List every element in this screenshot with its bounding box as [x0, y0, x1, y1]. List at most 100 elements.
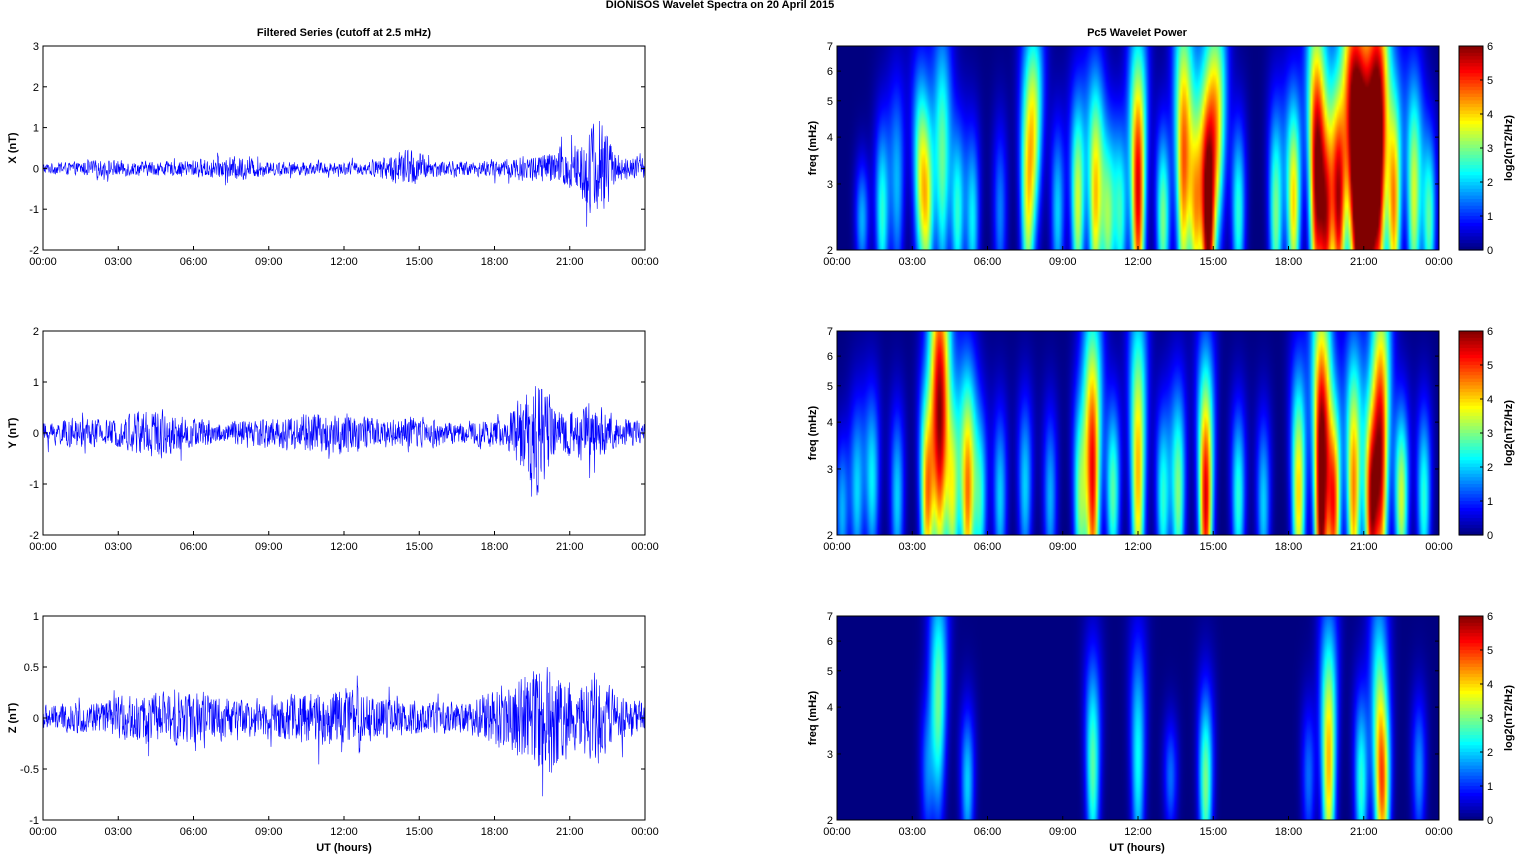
- line-xtick-label: 00:00: [631, 826, 659, 838]
- colorbar-swatch: [1459, 137, 1483, 142]
- colorbar-swatch: [1459, 52, 1483, 57]
- colorbar-swatch: [1459, 504, 1483, 509]
- heatmap-xtick-label: 09:00: [1049, 826, 1077, 838]
- line-xtick-label: 18:00: [481, 256, 509, 268]
- colorbar-swatch: [1459, 796, 1483, 801]
- colorbar-swatch: [1459, 368, 1483, 373]
- colorbar-swatch: [1459, 131, 1483, 135]
- colorbar-swatch: [1459, 792, 1483, 797]
- line-xtick-label: 09:00: [255, 541, 283, 553]
- heatmap-xtick-label: 18:00: [1275, 256, 1303, 268]
- heatmap-xtick-label: 12:00: [1124, 256, 1152, 268]
- freq-ylabel: freq (mHz): [807, 690, 819, 745]
- ytick-label: -1: [29, 204, 39, 216]
- colorbar-swatch: [1459, 711, 1483, 716]
- colorbar-swatch: [1459, 656, 1483, 661]
- colorbar-tick-label: 3: [1487, 713, 1493, 725]
- colorbar-swatch: [1459, 660, 1483, 665]
- colorbar-swatch: [1459, 813, 1483, 818]
- colorbar-tick-label: 1: [1487, 781, 1493, 793]
- ylabel-y: Y (nT): [7, 417, 19, 448]
- colorbar-swatch: [1459, 497, 1483, 502]
- line-xtick-label: 00:00: [631, 541, 659, 553]
- heatmap-xtick-label: 15:00: [1199, 256, 1227, 268]
- colorbar-swatch: [1459, 110, 1483, 115]
- colorbar-swatch: [1459, 412, 1483, 417]
- freq-tick-label: 5: [827, 96, 833, 108]
- colorbar-swatch: [1459, 148, 1483, 152]
- colorbar-swatch: [1459, 73, 1483, 78]
- colorbar-swatch: [1459, 378, 1483, 383]
- colorbar-swatch: [1459, 721, 1483, 726]
- colorbar-tick-label: 1: [1487, 211, 1493, 223]
- colorbar-swatch: [1459, 786, 1483, 790]
- freq-tick-label: 6: [827, 351, 833, 363]
- colorbar-swatch: [1459, 188, 1483, 193]
- colorbar-swatch: [1459, 334, 1483, 339]
- colorbar-swatch: [1459, 100, 1483, 105]
- colorbar-swatch: [1459, 484, 1483, 488]
- heatmap-xtick-label: 12:00: [1124, 541, 1152, 553]
- colorbar-swatch: [1459, 341, 1483, 346]
- colorbar-swatch: [1459, 629, 1483, 634]
- ytick-label: 0: [33, 163, 39, 175]
- ytick-label: 1: [33, 123, 39, 135]
- colorbar: 6 5 4 3 2 1 0 log2(nT2/Hz): [1458, 41, 1515, 257]
- colorbar-swatch: [1459, 371, 1483, 376]
- colorbar-swatch: [1459, 165, 1483, 169]
- colorbar-swatch: [1459, 236, 1483, 241]
- heatmap-xtick-label: 18:00: [1275, 826, 1303, 838]
- colorbar-swatch: [1459, 443, 1483, 448]
- colorbar-swatch: [1459, 799, 1483, 804]
- ytick-label: 1: [33, 377, 39, 389]
- ytick-label: 0.5: [24, 662, 39, 674]
- line-xtick-label: 09:00: [255, 256, 283, 268]
- colorbar-swatch: [1459, 178, 1483, 183]
- colorbar-swatch: [1459, 426, 1483, 431]
- wavelet-power-x: [837, 46, 1439, 250]
- colorbar-swatch: [1459, 480, 1483, 485]
- colorbar-swatch: [1459, 209, 1483, 214]
- heatmap-xtick-label: 15:00: [1199, 541, 1227, 553]
- line-plot-area: [43, 46, 645, 250]
- ylabel-z: Z (nT): [7, 702, 19, 733]
- colorbar-swatch: [1459, 385, 1483, 390]
- colorbar-swatch: [1459, 816, 1483, 821]
- line-xtick-label: 15:00: [405, 826, 433, 838]
- ytick-label: -1: [29, 815, 39, 827]
- colorbar-swatch: [1459, 473, 1483, 478]
- colorbar-swatch: [1459, 243, 1483, 248]
- colorbar-tick-label: 0: [1487, 530, 1493, 542]
- colorbar-swatch: [1459, 63, 1483, 67]
- line-xtick-label: 06:00: [180, 256, 208, 268]
- colorbar-tick-label: 0: [1487, 245, 1493, 257]
- colorbar-tick-label: 6: [1487, 41, 1493, 53]
- colorbar: 6 5 4 3 2 1 0 log2(nT2/Hz): [1458, 326, 1515, 542]
- left-column-title: Filtered Series (cutoff at 2.5 mHz): [257, 27, 432, 39]
- ytick-label: 0: [33, 428, 39, 440]
- colorbar-swatch: [1459, 663, 1483, 668]
- colorbar-swatch: [1459, 670, 1483, 675]
- colorbar-swatch: [1459, 144, 1483, 149]
- colorbar-swatch: [1459, 382, 1483, 386]
- freq-tick-label: 6: [827, 636, 833, 648]
- colorbar-tick-label: 3: [1487, 143, 1493, 155]
- colorbar-swatch: [1459, 361, 1483, 366]
- colorbar-swatch: [1459, 59, 1483, 64]
- colorbar-swatch: [1459, 460, 1483, 465]
- colorbar-swatch: [1459, 365, 1483, 369]
- colorbar-swatch: [1459, 752, 1483, 756]
- colorbar-swatch: [1459, 643, 1483, 648]
- colorbar-swatch: [1459, 337, 1483, 342]
- freq-tick-label: 5: [827, 666, 833, 678]
- heatmap-xtick-label: 00:00: [823, 256, 851, 268]
- freq-tick-label: 2: [827, 245, 833, 257]
- colorbar-swatch: [1459, 375, 1483, 380]
- colorbar-swatch: [1459, 653, 1483, 658]
- colorbar-swatch: [1459, 344, 1483, 349]
- colorbar-swatch: [1459, 56, 1483, 61]
